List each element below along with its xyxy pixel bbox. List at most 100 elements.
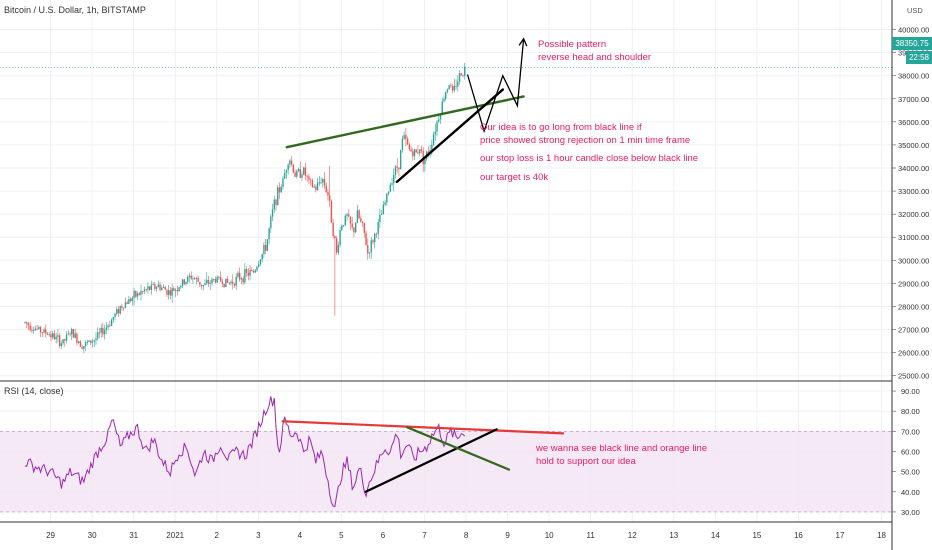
candle-body: [277, 187, 279, 206]
candle-body: [382, 204, 385, 215]
candle-body: [202, 285, 205, 287]
candle-body: [394, 166, 397, 175]
candle-body: [77, 341, 80, 343]
candle-body: [379, 214, 381, 223]
candle-body: [238, 272, 241, 280]
candle-body: [225, 278, 227, 287]
candle-body: [285, 170, 288, 174]
time-tick-label: 14: [711, 531, 720, 540]
candle-body: [242, 278, 244, 283]
candle-body: [273, 199, 275, 210]
candle-body: [72, 329, 75, 338]
candle-body: [197, 278, 199, 282]
rsi-trendline-support[interactable]: [364, 428, 498, 493]
candle-body: [216, 277, 218, 283]
candle-body: [102, 327, 104, 335]
price-tick-label: 26000.00: [898, 349, 929, 358]
candle-body: [377, 222, 379, 234]
rsi-line: [24, 396, 466, 507]
price-tick-label: 31000.00: [898, 233, 929, 242]
candle-body: [235, 276, 237, 286]
candle-body: [457, 81, 459, 87]
candle-body: [450, 85, 452, 87]
candle-body: [434, 131, 437, 135]
trendlines[interactable]: [281, 88, 565, 493]
rsi-trendline-divergence[interactable]: [406, 426, 511, 471]
candle-body: [332, 222, 334, 237]
candle-body: [268, 228, 270, 240]
candle-body: [55, 336, 57, 340]
candle-body: [389, 184, 391, 192]
candle-body: [455, 85, 457, 87]
candle-body: [354, 222, 357, 233]
candle-body: [122, 307, 125, 309]
time-tick-label: 13: [669, 531, 678, 540]
candle-body: [207, 279, 210, 284]
candle-body: [420, 149, 423, 151]
candle-body: [283, 173, 286, 179]
candle-body: [439, 114, 442, 120]
candle-body: [419, 149, 421, 154]
candle-body: [214, 279, 217, 283]
candle-body: [282, 178, 284, 187]
time-axis[interactable]: 29 30 31 2021 2 3 4 5 6 7 8 9 10 11 12 13 14 15 16 17 18: [46, 531, 886, 540]
candle-body: [417, 152, 419, 154]
candle-body: [232, 281, 234, 284]
price-tick-label: 38000.00: [898, 72, 929, 81]
candle-body: [313, 186, 315, 188]
candle-body: [337, 245, 340, 253]
candle-body: [124, 302, 127, 308]
candle-body: [81, 346, 83, 349]
rsi-axis[interactable]: 90.00 80.00 70.00 60.00 50.00 40.00 30.00: [892, 387, 920, 517]
candle-body: [327, 192, 329, 196]
candle-body: [221, 281, 224, 284]
candle-body: [386, 193, 388, 203]
candle-body: [193, 278, 196, 280]
candle-body: [97, 332, 99, 339]
candle-body: [138, 293, 140, 295]
candle-body: [29, 325, 31, 331]
candle-body: [159, 284, 161, 290]
candle-body: [148, 286, 151, 290]
candle-body: [424, 159, 426, 165]
candle-body: [436, 121, 438, 132]
candle-body: [311, 180, 314, 187]
candle-body: [387, 191, 390, 194]
candle-body: [150, 284, 153, 290]
candle-body: [287, 164, 289, 171]
candle-body: [211, 279, 213, 284]
trendline-support[interactable]: [395, 88, 505, 184]
price-tick-label: 32000.00: [898, 210, 929, 219]
price-tick-label: 35000.00: [898, 141, 929, 150]
candle-body: [384, 202, 386, 205]
candle-body: [176, 290, 179, 292]
candle-body: [199, 281, 201, 285]
idea-note[interactable]: Our idea is to go long from black line i…: [480, 122, 698, 184]
projection-path[interactable]: [466, 38, 525, 134]
candle-body: [121, 306, 123, 308]
idea-note-line: Our idea is to go long from black line i…: [480, 122, 642, 133]
candle-body: [88, 340, 90, 342]
rsi-trendline-resistance[interactable]: [281, 420, 565, 435]
pattern-note[interactable]: Possible pattern reverse head and should…: [538, 39, 651, 64]
candle-body: [342, 225, 345, 227]
rsi-tick-label: 90.00: [901, 387, 920, 396]
candle-body: [353, 227, 355, 233]
time-tick-label: 4: [298, 531, 303, 540]
candle-body: [259, 259, 262, 265]
candle-body: [365, 232, 367, 246]
candle-body: [360, 218, 362, 222]
candle-body: [110, 319, 113, 327]
candle-body: [167, 290, 170, 295]
candle-body: [192, 278, 194, 280]
time-tick-label: 2: [215, 531, 220, 540]
candle-body: [57, 335, 59, 337]
candle-body: [315, 186, 317, 190]
time-tick-label: 10: [545, 531, 554, 540]
candle-body: [34, 328, 37, 331]
candle-body: [154, 284, 156, 289]
rsi-note[interactable]: we wanna see black line and orange line …: [536, 443, 707, 468]
candle-body: [83, 346, 85, 349]
candle-body: [105, 327, 108, 330]
